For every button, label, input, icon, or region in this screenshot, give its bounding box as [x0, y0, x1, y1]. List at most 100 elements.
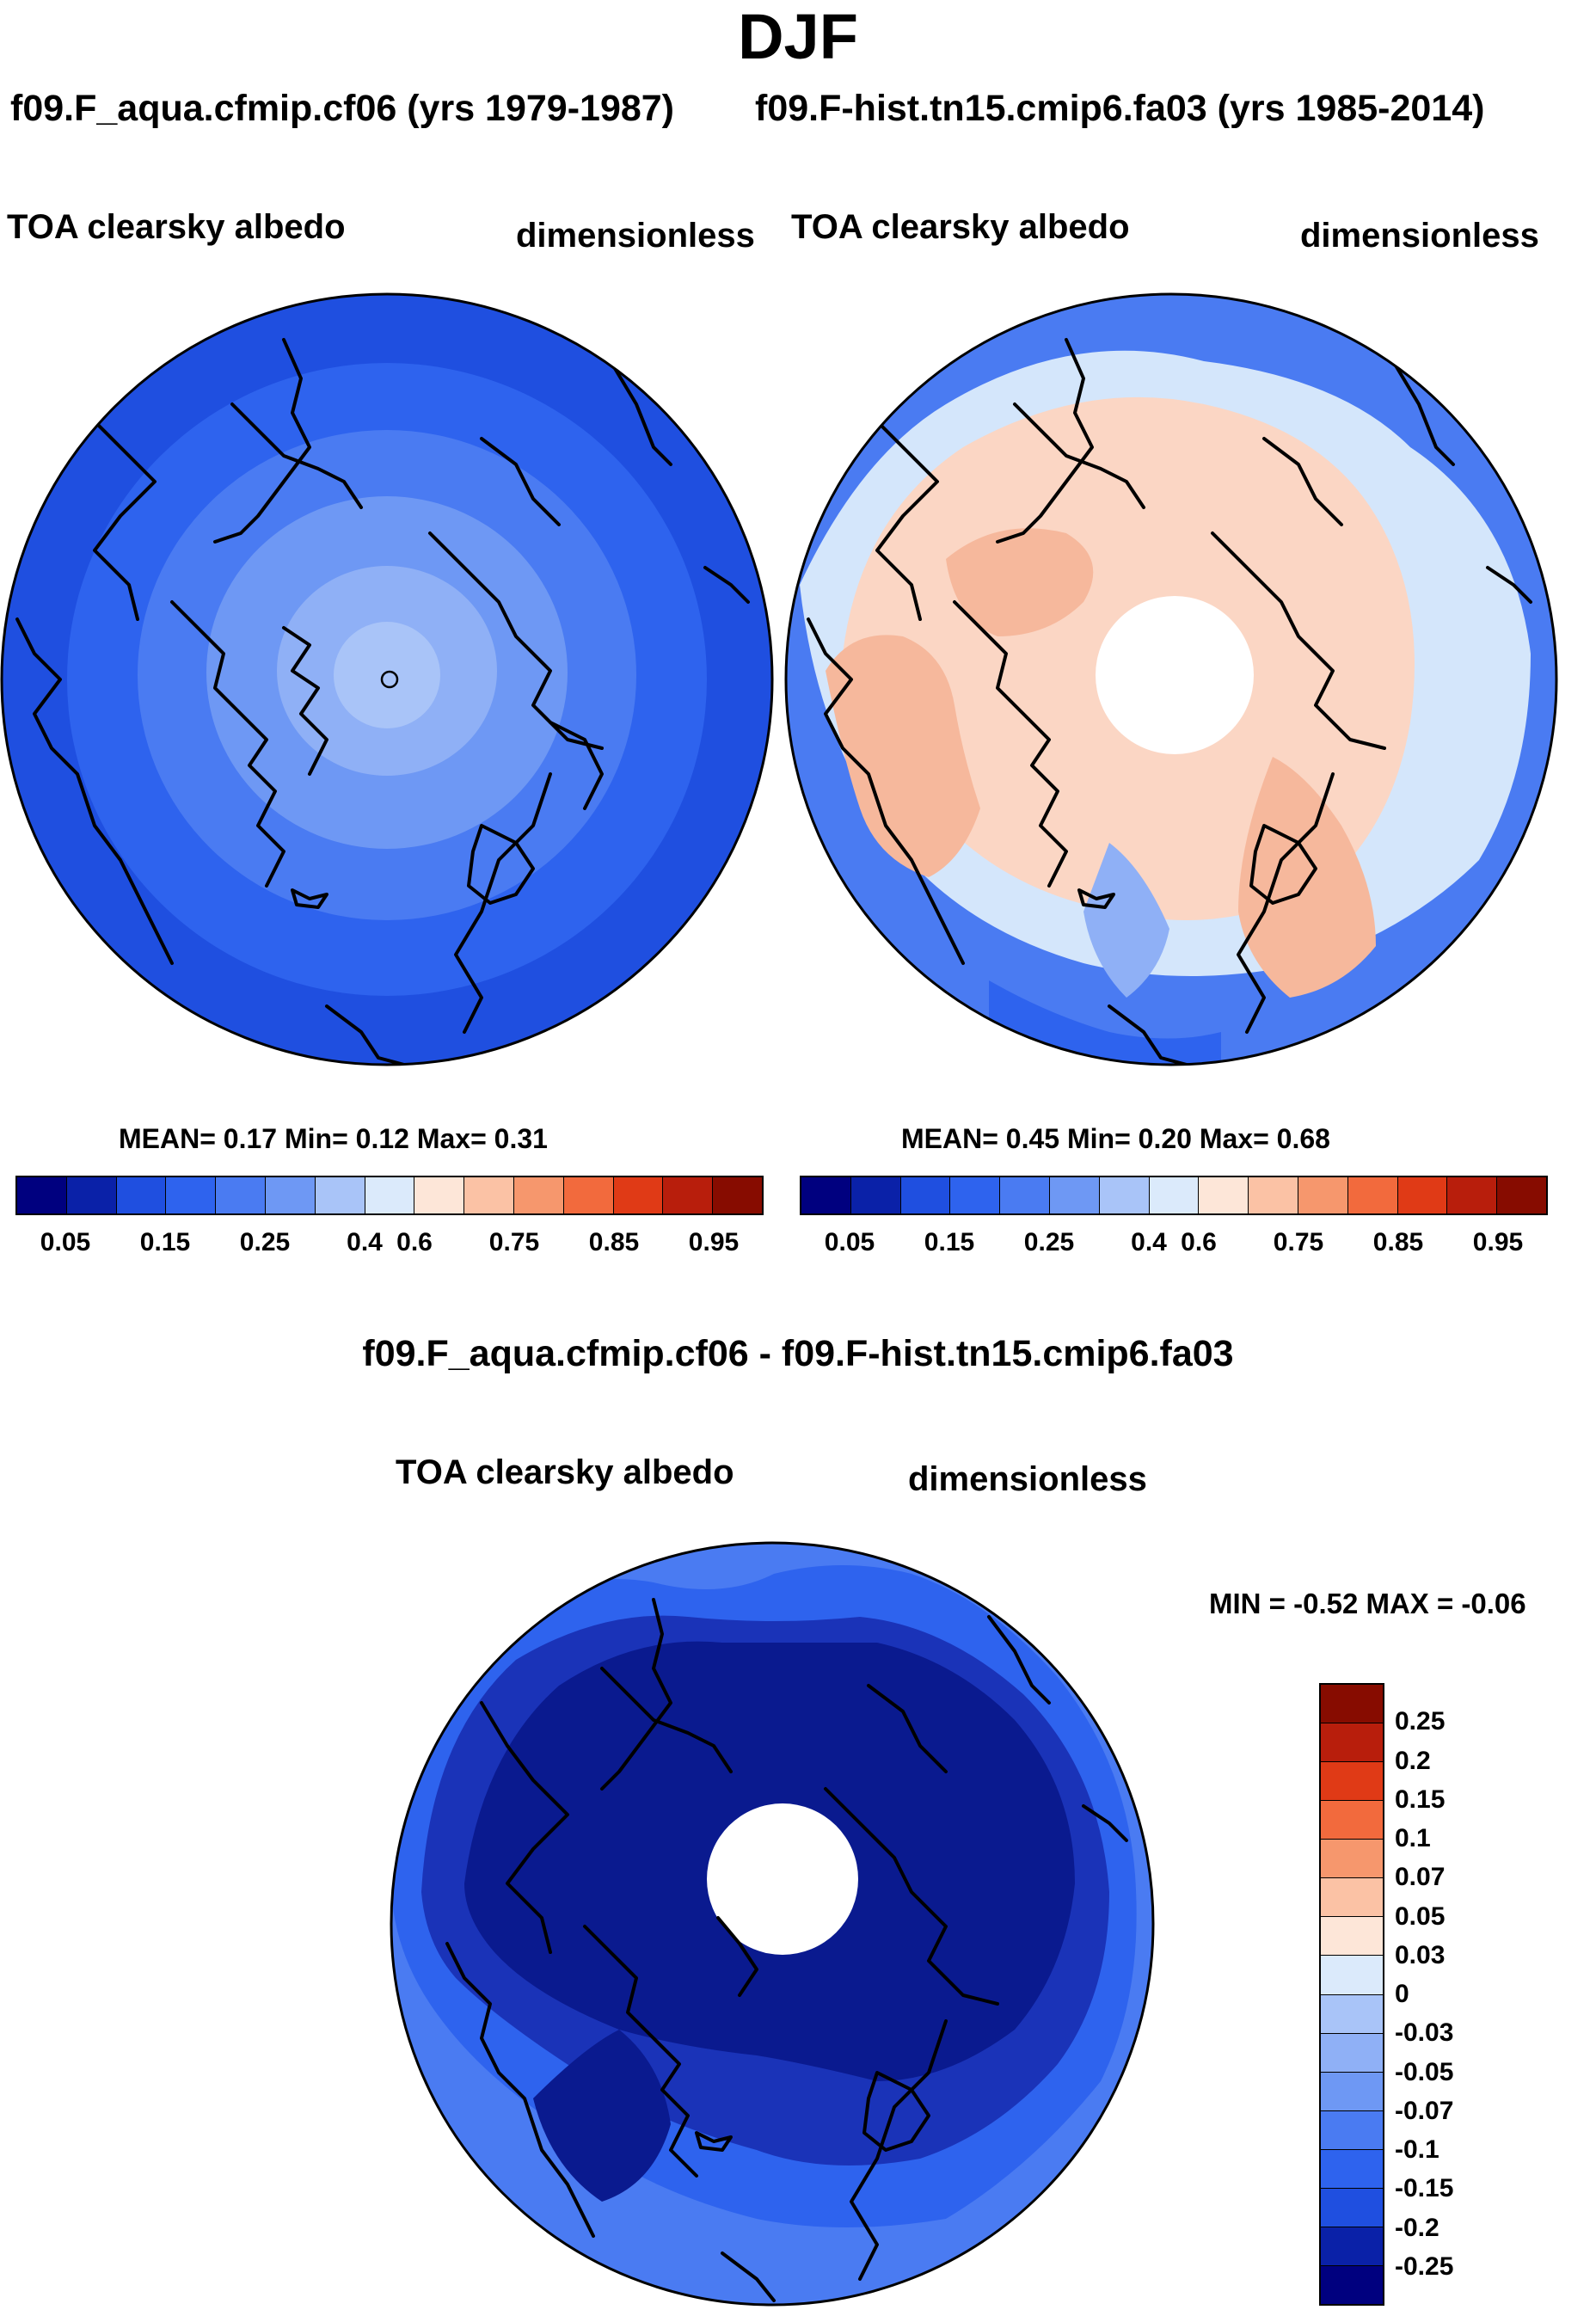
- left-colorbar-tick-label: 0.85: [588, 1228, 640, 1256]
- difference-colorbar-tick-label: -0.03: [1395, 2018, 1454, 2048]
- right-colorbar-swatch: [1297, 1177, 1347, 1213]
- left-panel-variable: TOA clearsky albedo: [7, 208, 346, 246]
- left-colorbar-swatch: [364, 1177, 414, 1213]
- left-colorbar-swatch: [612, 1177, 663, 1213]
- difference-colorbar-tick-label: 0.1: [1395, 1824, 1431, 1852]
- difference-colorbar-swatch: [1321, 2148, 1383, 2188]
- left-colorbar-tick-label: 0.95: [688, 1228, 740, 1256]
- right-colorbar-tick-label: 0.6: [1181, 1228, 1217, 1256]
- right-colorbar-tick-label: 0.85: [1372, 1228, 1424, 1256]
- difference-colorbar-swatch: [1321, 2110, 1383, 2149]
- difference-colorbar: [1319, 1683, 1384, 2306]
- difference-colorbar-tick-label: 0.03: [1395, 1940, 1446, 1969]
- right-colorbar-tick-label: 0.25: [1023, 1228, 1075, 1256]
- left-colorbar-tick-label: 0.6: [396, 1228, 433, 1256]
- right-panel-variable: TOA clearsky albedo: [791, 208, 1130, 246]
- difference-variable: TOA clearsky albedo: [396, 1453, 734, 1491]
- difference-map-greenland-deep: [533, 2030, 671, 2202]
- difference-map-polar-hole: [707, 1803, 858, 1955]
- difference-colorbar-swatch: [1321, 1800, 1383, 1840]
- difference-colorbar-swatch: [1321, 1955, 1383, 1994]
- difference-colorbar-tick-label: -0.1: [1395, 2135, 1439, 2164]
- right-colorbar-swatch: [1396, 1177, 1447, 1213]
- difference-colorbar-tick-label: -0.25: [1395, 2251, 1454, 2281]
- right-colorbar-swatch: [1048, 1177, 1099, 1213]
- difference-colorbar-swatch: [1321, 1993, 1383, 2033]
- difference-units: dimensionless: [908, 1460, 1147, 1498]
- difference-colorbar-swatch: [1321, 1685, 1383, 1723]
- right-colorbar-swatch: [949, 1177, 1000, 1213]
- difference-colorbar-tick-label: 0.2: [1395, 1746, 1431, 1775]
- difference-colorbar-swatch: [1321, 1877, 1383, 1917]
- left-colorbar-swatch: [314, 1177, 365, 1213]
- difference-map-border: [390, 1541, 1155, 2307]
- left-colorbar-tick-label: 0.05: [40, 1228, 91, 1256]
- difference-colorbar-swatch: [1321, 1916, 1383, 1956]
- right-colorbar: [800, 1176, 1548, 1215]
- right-panel-case-title: f09.F-hist.tn15.cmip6.fa03 (yrs 1985-201…: [755, 88, 1485, 129]
- right-colorbar-swatch: [850, 1177, 900, 1213]
- left-colorbar-swatch: [215, 1177, 265, 1213]
- left-colorbar-tick-label: 0.15: [139, 1228, 191, 1256]
- right-colorbar-swatch: [1496, 1177, 1546, 1213]
- left-colorbar-swatch: [165, 1177, 216, 1213]
- left-colorbar-tick-label: 0.4: [347, 1228, 383, 1256]
- left-colorbar-swatch: [513, 1177, 563, 1213]
- right-colorbar-tick-label: 0.15: [924, 1228, 975, 1256]
- difference-colorbar-tick-label: 0.25: [1395, 1707, 1446, 1736]
- difference-colorbar-swatch: [1321, 2187, 1383, 2227]
- right-map-border: [784, 292, 1558, 1066]
- difference-colorbar-swatch: [1321, 1839, 1383, 1878]
- difference-map-coastlines: [445, 1598, 1128, 2302]
- left-colorbar-swatch: [65, 1177, 116, 1213]
- left-panel-case-title: f09.F_aqua.cfmip.cf06 (yrs 1979-1987): [10, 88, 675, 129]
- right-panel-units: dimensionless: [1300, 217, 1539, 255]
- difference-colorbar-tick-label: -0.07: [1395, 2096, 1454, 2125]
- right-map-land-scandinavia: [1238, 757, 1376, 998]
- difference-polar-map: [390, 1541, 1155, 2307]
- difference-colorbar-swatch: [1321, 1761, 1383, 1801]
- left-colorbar-swatch: [264, 1177, 315, 1213]
- difference-colorbar-swatch: [1321, 2071, 1383, 2110]
- left-map-center: [334, 622, 440, 728]
- right-polar-map: [784, 292, 1558, 1066]
- left-map-coastlines: [15, 338, 750, 1065]
- right-colorbar-swatch: [999, 1177, 1049, 1213]
- left-colorbar: [15, 1176, 764, 1215]
- right-colorbar-swatch: [1148, 1177, 1199, 1213]
- left-polar-map: [0, 292, 774, 1066]
- left-colorbar-swatch: [463, 1177, 513, 1213]
- difference-title: f09.F_aqua.cfmip.cf06 - f09.F-hist.tn15.…: [362, 1333, 1234, 1374]
- left-panel-stats: MEAN= 0.17 Min= 0.12 Max= 0.31: [119, 1123, 548, 1154]
- difference-colorbar-swatch: [1321, 1723, 1383, 1762]
- left-map-border: [0, 292, 774, 1066]
- right-map-land-greenland: [826, 635, 980, 877]
- right-colorbar-swatch: [1347, 1177, 1397, 1213]
- difference-colorbar-tick-label: -0.2: [1395, 2213, 1439, 2242]
- left-colorbar-swatch: [712, 1177, 762, 1213]
- difference-colorbar-tick-label: 0.07: [1395, 1863, 1446, 1892]
- left-colorbar-swatch: [662, 1177, 713, 1213]
- left-panel-units: dimensionless: [516, 217, 755, 255]
- difference-colorbar-tick-label: -0.15: [1395, 2174, 1454, 2203]
- difference-colorbar-swatch: [1321, 2032, 1383, 2072]
- left-colorbar-swatch: [17, 1177, 66, 1213]
- difference-minmax: MIN = -0.52 MAX = -0.06: [1209, 1588, 1526, 1619]
- right-map-land-archipelago: [946, 528, 1094, 636]
- right-map-polar-hole: [1096, 596, 1254, 754]
- left-colorbar-swatch: [562, 1177, 613, 1213]
- right-colorbar-swatch: [801, 1177, 850, 1213]
- difference-colorbar-swatch: [1321, 2226, 1383, 2265]
- left-colorbar-tick-label: 0.25: [239, 1228, 291, 1256]
- left-colorbar-tick-label: 0.75: [488, 1228, 540, 1256]
- difference-colorbar-swatch: [1321, 2264, 1383, 2304]
- difference-colorbar-tick-label: 0: [1395, 1980, 1409, 2008]
- difference-colorbar-tick-label: 0.05: [1395, 1901, 1446, 1931]
- right-map-mid-band: [1083, 843, 1169, 998]
- right-colorbar-tick-label: 0.05: [824, 1228, 875, 1256]
- right-colorbar-tick-label: 0.95: [1472, 1228, 1524, 1256]
- right-colorbar-tick-label: 0.75: [1273, 1228, 1324, 1256]
- right-colorbar-swatch: [899, 1177, 950, 1213]
- right-colorbar-swatch: [1198, 1177, 1249, 1213]
